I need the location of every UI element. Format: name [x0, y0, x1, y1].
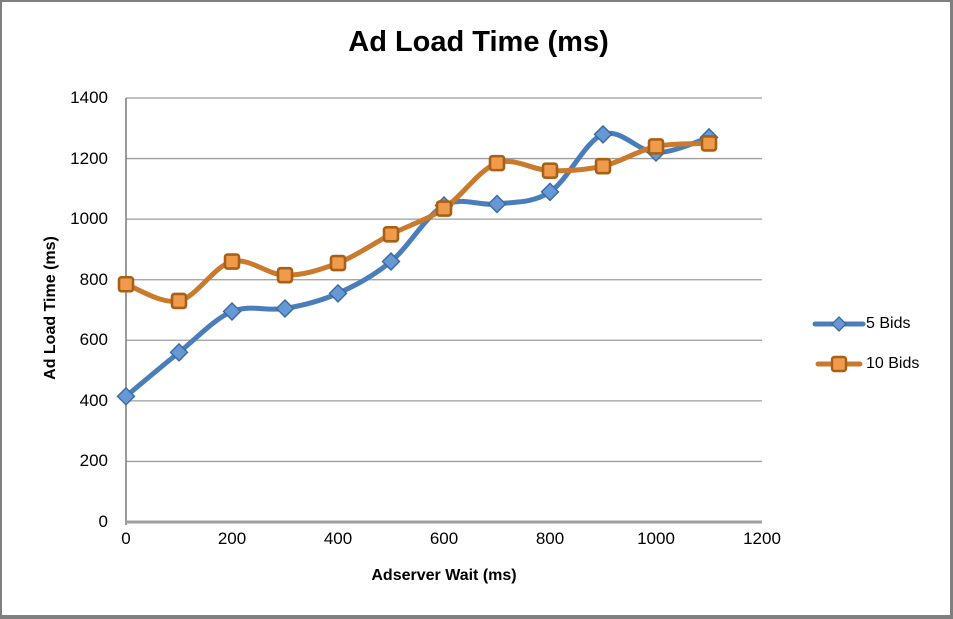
marker-5-bids: [381, 252, 401, 272]
x-tick-label: 1000: [637, 529, 675, 548]
legend-sample-5-bids-icon: [812, 316, 866, 332]
marker-10-bids: [382, 225, 400, 243]
marker-10-bids: [170, 292, 188, 310]
marker-10-bids: [223, 253, 241, 270]
x-tick-label: 1200: [743, 529, 781, 548]
legend-item-5-bids: 5 Bids: [812, 312, 919, 336]
marker-5-bids: [328, 283, 348, 303]
chart-title: Ad Load Time (ms): [348, 26, 609, 58]
series-line-5-bids: [123, 130, 712, 399]
legend-label: 5 Bids: [866, 315, 911, 332]
y-tick-label: 1000: [70, 209, 108, 229]
y-tick-label: 1200: [70, 148, 108, 168]
x-tick-label: 600: [429, 529, 459, 548]
y-axis-title: Ad Load Time (ms): [42, 236, 59, 380]
marker-10-bids: [435, 200, 453, 217]
y-tick-label: 400: [79, 390, 108, 410]
legend: 5 Bids 10 Bids: [812, 312, 919, 392]
marker-5-bids: [540, 182, 560, 202]
series-line-10-bids: [123, 140, 712, 304]
y-tick-label: 800: [79, 269, 108, 289]
marker-10-bids: [700, 135, 718, 152]
legend-item-10-bids: 10 Bids: [812, 352, 919, 376]
y-tick-label: 600: [79, 330, 108, 350]
marker-5-bids: [222, 302, 242, 322]
x-tick-label: 400: [323, 529, 353, 548]
legend-sample-10-bids-icon: [815, 355, 863, 373]
marker-5-bids: [593, 124, 613, 144]
marker-10-bids: [541, 162, 559, 179]
x-tick-label: 0: [121, 529, 131, 548]
legend-label: 10 Bids: [866, 355, 920, 372]
marker-5-bids: [169, 342, 189, 362]
y-tick-label: 1400: [70, 88, 108, 107]
y-tick-label: 0: [98, 512, 108, 531]
marker-10-bids: [117, 275, 135, 293]
x-tick-label: 200: [217, 529, 247, 548]
y-tick-label: 200: [79, 451, 108, 471]
marker-5-bids: [116, 386, 136, 406]
marker-10-bids: [488, 154, 506, 172]
marker-5-bids: [275, 298, 295, 318]
marker-10-bids: [329, 254, 347, 272]
marker-10-bids: [594, 157, 612, 175]
marker-10-bids: [647, 138, 665, 155]
marker-10-bids: [276, 266, 294, 284]
x-tick-label: 800: [535, 529, 565, 548]
marker-5-bids: [487, 194, 507, 214]
x-axis-title: Adserver Wait (ms): [371, 567, 517, 584]
